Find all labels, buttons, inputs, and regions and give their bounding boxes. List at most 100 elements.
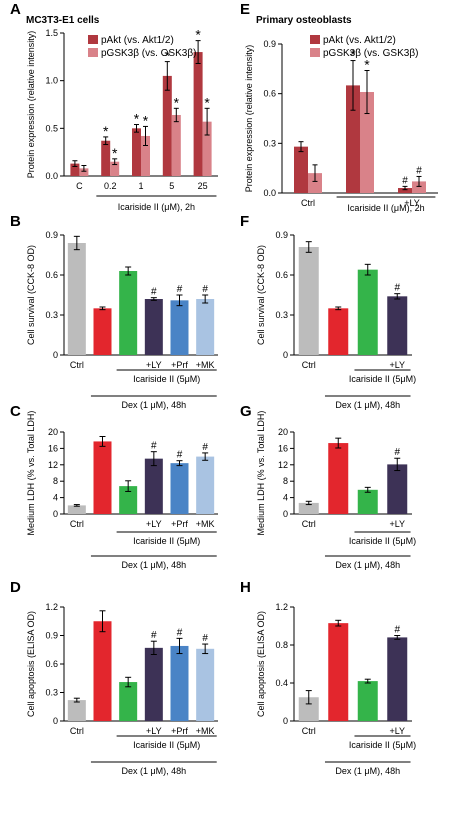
y-tick-label: 8 [283,476,288,486]
bar [202,121,212,176]
x-tick-label: +LY [389,360,405,370]
x-tick-label: +LY [146,360,162,370]
significance-mark: # [394,625,400,636]
bar [412,181,426,193]
bracket-label: Dex (1 μM), 48h [121,560,186,570]
significance-mark: * [112,145,118,161]
legend-label: pGSK3β (vs. GSK3β) [101,48,196,59]
significance-mark: * [143,112,149,128]
bar [93,308,112,355]
bar [162,75,172,176]
bar [170,300,189,355]
significance-mark: * [204,94,210,110]
x-tick-label: Ctrl [302,726,316,736]
bar [93,621,112,721]
x-tick-label: +LY [389,519,405,529]
y-tick-label: 4 [283,493,288,503]
y-tick-label: 0 [53,716,58,726]
bracket-label: Dex (1 μM), 48h [335,400,400,410]
bar [196,648,215,721]
bracket-label: Dex (1 μM), 48h [121,400,186,410]
significance-mark: * [350,47,356,63]
y-tick-label: 0.6 [263,89,276,99]
significance-mark: # [151,287,157,298]
bar [70,163,80,176]
panel-title: MC3T3-E1 cells [26,15,100,26]
bar [298,697,319,721]
x-tick-label: 5 [169,181,174,191]
bar [346,85,360,193]
bar [141,135,150,176]
panel-label: F [240,213,249,230]
bar [298,247,319,355]
bar [144,299,163,355]
y-tick-label: 0.9 [45,230,58,240]
x-tick-label: +LY [146,726,162,736]
x-tick-label: +LY [404,198,420,208]
significance-mark: # [416,165,422,176]
bracket-label: Icariside II (5μM) [349,740,416,750]
y-tick-label: 0.6 [45,270,58,280]
bar [101,140,111,176]
significance-mark: * [165,48,171,64]
legend-swatch [310,48,320,57]
y-tick-label: 0.8 [275,640,288,650]
significance-mark: # [177,284,183,295]
bar [387,464,408,514]
bar [67,700,86,721]
bar [119,271,138,355]
y-tick-label: 16 [278,443,288,453]
y-tick-label: 0.5 [45,123,58,133]
y-tick-label: 1.0 [45,76,58,86]
significance-mark: # [151,441,157,452]
panel-label: B [10,213,21,230]
bar [119,682,138,721]
bar [387,637,408,721]
x-tick-label: +Prf [171,519,188,529]
y-tick-label: 0 [53,509,58,519]
panel-title: Primary osteoblasts [256,15,352,26]
bar [79,168,89,176]
bar [357,269,378,355]
legend-label: pAkt (vs. Akt1/2) [323,35,396,46]
x-tick-label: Ctrl [302,519,316,529]
y-tick-label: 0.3 [275,310,288,320]
x-tick-label: +LY [146,519,162,529]
y-tick-label: 0.6 [275,270,288,280]
legend-swatch [310,35,320,44]
significance-mark: # [394,283,400,294]
bracket-label: Icariside II (5μM) [133,374,200,384]
bar [93,441,112,514]
x-tick-label: +MK [196,726,215,736]
x-tick-label: 0.2 [104,181,117,191]
y-tick-label: 12 [48,460,58,470]
y-tick-label: 0.0 [45,171,58,181]
bar [308,173,322,193]
y-axis-label: Medium LDH (% vs. Total LDH) [256,411,266,536]
y-tick-label: 4 [53,493,58,503]
bar [398,188,412,193]
bracket-label: Icariside II (5μM) [349,536,416,546]
bar [144,647,163,721]
legend-label: pAkt (vs. Akt1/2) [101,35,174,46]
y-tick-label: 0 [53,350,58,360]
y-tick-label: 0.3 [263,138,276,148]
bar [328,443,349,514]
bar [193,52,203,176]
bar [171,114,181,176]
y-tick-label: 0.6 [45,659,58,669]
x-tick-label: Ctrl [301,198,315,208]
legend-swatch [88,48,98,57]
bracket-label: Dex (1 μM), 48h [335,766,400,776]
y-tick-label: 0.9 [275,230,288,240]
x-tick-label: +Prf [171,726,188,736]
x-tick-label: 1 [138,181,143,191]
legend-label: pGSK3β (vs. GSK3β) [323,48,418,59]
bar [387,296,408,355]
x-tick-label: Ctrl [70,726,84,736]
bar [119,486,138,514]
y-axis-label: Cell survival (CCK-8 OD) [256,245,266,345]
x-tick-label: +Prf [171,360,188,370]
bracket-label: Dex (1 μM), 48h [335,560,400,570]
bar [67,243,86,355]
